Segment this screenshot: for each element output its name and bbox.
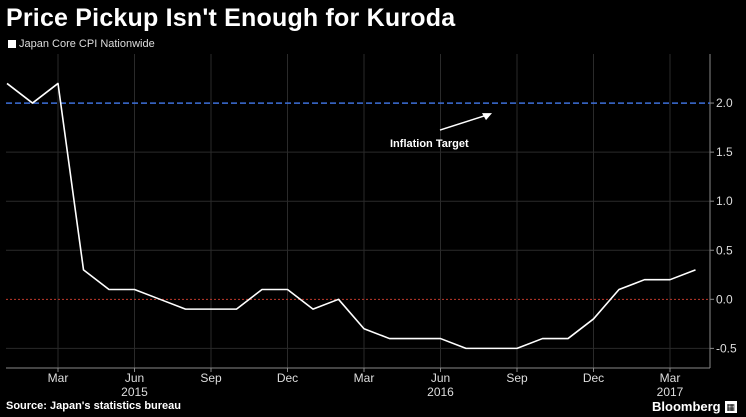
annotation-arrow-shaft	[439, 113, 491, 131]
y-tick-label: 1.5	[716, 145, 733, 159]
x-tick-label: Jun	[431, 371, 450, 385]
x-tick-label: Mar	[354, 371, 375, 385]
brand: Bloomberg ▦	[652, 399, 737, 414]
legend-label: Japan Core CPI Nationwide	[19, 38, 155, 50]
x-tick-label: Mar	[48, 371, 69, 385]
bloomberg-logo-icon: ▦	[724, 400, 737, 413]
x-tick-label: Sep	[506, 371, 528, 385]
x-tick-label: Dec	[583, 371, 604, 385]
y-tick-label: 1.0	[716, 194, 733, 208]
legend-swatch	[8, 40, 16, 48]
annotation-label: Inflation Target	[390, 138, 469, 150]
chart-title: Price Pickup Isn't Enough for Kuroda	[6, 4, 456, 32]
x-tick-label: Sep	[200, 371, 222, 385]
legend: Japan Core CPI Nationwide	[8, 38, 155, 50]
y-tick-label: 0.0	[716, 292, 733, 306]
annotation-arrow-head	[482, 113, 492, 121]
x-tick-label: Jun	[125, 371, 144, 385]
x-year-label: 2016	[427, 385, 454, 399]
cpi-series-line	[6, 82, 696, 350]
y-tick-label: 2.0	[716, 96, 733, 110]
x-tick-label: Dec	[277, 371, 298, 385]
x-tick-label: Mar	[660, 371, 681, 385]
x-year-label: 2017	[657, 385, 684, 399]
x-year-label: 2015	[121, 385, 148, 399]
brand-name: Bloomberg	[652, 399, 721, 414]
source-note: Source: Japan's statistics bureau	[6, 400, 182, 412]
y-tick-label: 0.5	[716, 243, 733, 257]
y-tick-label: -0.5	[716, 341, 737, 355]
